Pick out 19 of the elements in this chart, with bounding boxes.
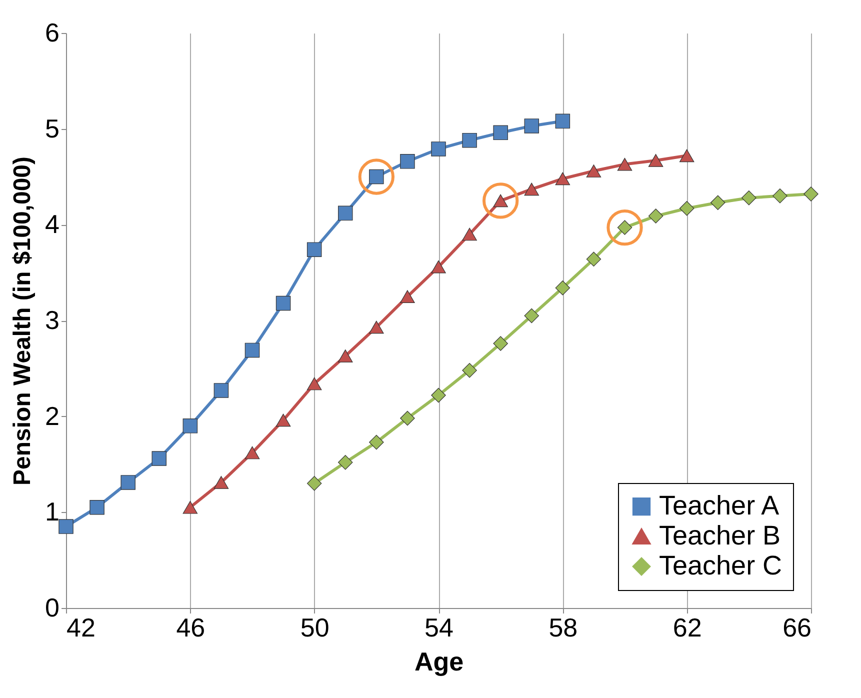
x-tick-label: 50 [300, 612, 330, 642]
x-tick-label: 62 [672, 612, 702, 642]
y-tick-label: 3 [45, 305, 60, 335]
y-tick-label: 0 [45, 592, 60, 622]
x-tick-label: 54 [424, 612, 454, 642]
y-tick-label: 1 [45, 496, 60, 527]
x-tick-label: 42 [66, 612, 96, 642]
legend-label: Teacher C [659, 550, 782, 580]
x-tick-label: 46 [176, 612, 206, 642]
y-tick-label: 2 [45, 400, 60, 431]
y-tick-label: 6 [45, 18, 60, 48]
x-axis-title: Age [414, 646, 464, 676]
y-tick-label: 4 [45, 209, 60, 240]
legend-label: Teacher B [659, 520, 781, 550]
y-axis-title: Pension Wealth (in $100,000) [9, 156, 36, 486]
x-tick-label: 58 [548, 612, 578, 642]
x-tick-label: 66 [782, 612, 812, 642]
y-tick-label: 5 [45, 113, 60, 144]
legend-label: Teacher A [659, 490, 780, 520]
